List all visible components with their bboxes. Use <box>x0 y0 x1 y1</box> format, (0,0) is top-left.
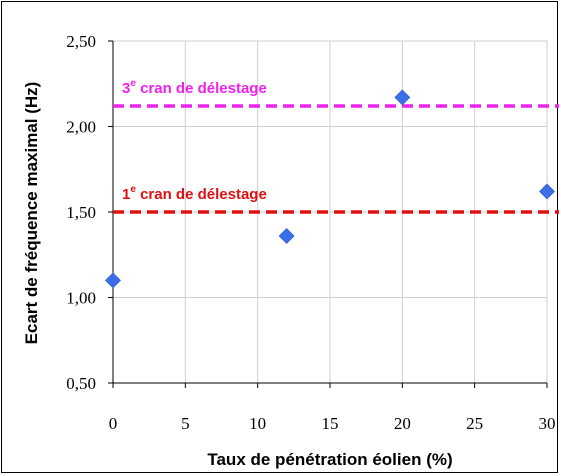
data-point-diamond <box>394 89 411 106</box>
data-point-diamond <box>539 183 555 200</box>
x-tick-label: 15 <box>322 414 339 433</box>
reference-label-superscript: e <box>130 78 136 89</box>
reference-label-number: 1 <box>122 186 130 203</box>
data-point-diamond <box>278 228 295 244</box>
data-point-diamond <box>105 272 121 289</box>
x-axis-title: Taux de pénétration éolien (%) <box>207 450 452 469</box>
y-tick-label: 2,50 <box>66 32 96 51</box>
x-tick-label: 0 <box>109 414 118 433</box>
y-axis-title: Ecart de fréquence maximal (Hz) <box>22 82 41 345</box>
x-tick-label: 30 <box>539 414 556 433</box>
data-points <box>105 89 555 289</box>
y-tick-labels: 0,50 1,00 1,50 2,00 2,50 <box>66 32 96 393</box>
y-tick-label: 2,00 <box>66 118 96 137</box>
reference-label-text: cran de délestage <box>136 80 267 97</box>
reference-label-text: cran de délestage <box>136 186 267 203</box>
x-tick-label: 10 <box>249 414 266 433</box>
y-tick-label: 1,50 <box>66 203 96 222</box>
reference-line-label: 3e cran de délestage <box>122 78 267 97</box>
x-tick-labels: 0 5 10 15 20 25 30 <box>109 414 556 433</box>
reference-label-superscript: e <box>130 184 136 195</box>
y-tick-label: 1,00 <box>66 289 96 308</box>
x-tick-label: 20 <box>394 414 411 433</box>
reference-line-label: 1e cran de délestage <box>122 184 267 203</box>
y-tick-label: 0,50 <box>66 374 96 393</box>
reference-label-number: 3 <box>122 80 130 97</box>
x-tick-label: 5 <box>181 414 190 433</box>
x-tick-label: 25 <box>466 414 483 433</box>
